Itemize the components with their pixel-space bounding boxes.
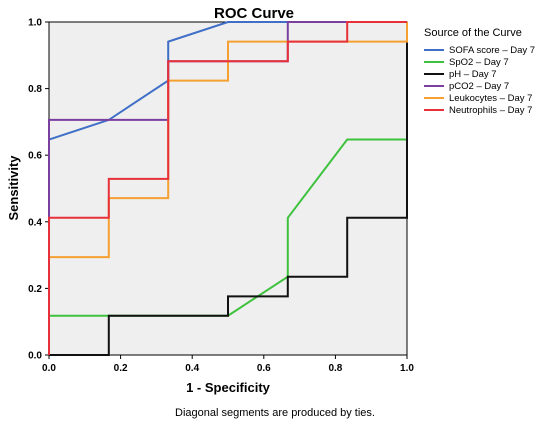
y-tick-label: 0.2	[28, 284, 42, 295]
y-axis-ticks: 0.0 0.2 0.4 0.6 0.8 1.0	[28, 18, 49, 362]
legend-label: SOFA score – Day 7	[449, 45, 535, 56]
x-axis-ticks: 0.0 0.2 0.4 0.6 0.8 1.0	[42, 355, 414, 374]
footnote: Diagonal segments are produced by ties.	[175, 407, 375, 419]
y-tick-label: 1.0	[28, 18, 42, 29]
y-tick-label: 0.6	[28, 151, 42, 162]
legend-title: Source of the Curve	[424, 27, 522, 39]
legend: Source of the Curve SOFA score – Day 7Sp…	[424, 27, 535, 116]
y-tick-label: 0.8	[28, 84, 42, 95]
chart-title: ROC Curve	[214, 5, 294, 22]
x-axis-label: 1 - Specificity	[186, 380, 271, 395]
y-tick-label: 0.4	[28, 217, 42, 228]
legend-label: SpO2 – Day 7	[449, 57, 509, 68]
x-tick-label: 0.2	[114, 363, 128, 374]
x-tick-label: 1.0	[400, 363, 414, 374]
y-tick-label: 0.0	[28, 351, 42, 362]
x-tick-label: 0.0	[42, 363, 56, 374]
series-lines	[48, 21, 408, 356]
x-tick-label: 0.6	[257, 363, 271, 374]
legend-label: Leukocytes – Day 7	[449, 93, 532, 104]
y-axis-label: Sensitivity	[6, 155, 21, 221]
legend-label: Neutrophils – Day 7	[449, 105, 532, 116]
roc-line-series-6	[48, 21, 407, 355]
legend-label: pH – Day 7	[449, 69, 497, 80]
x-tick-label: 0.4	[185, 363, 199, 374]
x-tick-label: 0.8	[328, 363, 342, 374]
roc-line-series-3	[49, 22, 408, 356]
legend-label: pCO2 – Day 7	[449, 81, 509, 92]
